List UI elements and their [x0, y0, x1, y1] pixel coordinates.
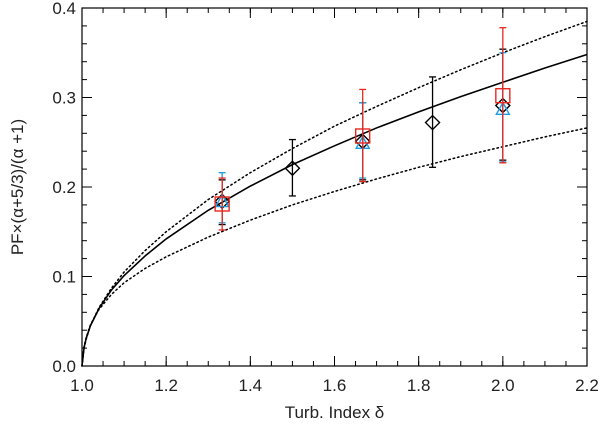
x-tick-label: 2.2 — [575, 376, 599, 395]
y-tick-label: 0.1 — [52, 268, 76, 287]
y-axis-title: PF×(α+5/3)/(α +1) — [8, 119, 27, 255]
y-tick-label: 0.3 — [52, 89, 76, 108]
x-tick-label: 2.0 — [491, 376, 515, 395]
model-curve-dotted — [81, 20, 588, 367]
y-tick-label: 0.4 — [52, 0, 76, 18]
diamond-marker — [424, 114, 441, 131]
model-curve-solid — [81, 53, 588, 367]
x-tick-label: 1.0 — [70, 376, 94, 395]
x-tick-label: 1.2 — [154, 376, 178, 395]
x-tick-label: 1.6 — [323, 376, 347, 395]
ticks-layer: 1.0 1.2 1.4 1.6 1.8 2.0 2.2 0.0 0.1 0.2 0.3 0.4 — [52, 0, 598, 395]
square-marker — [495, 88, 511, 104]
square-marker — [354, 128, 371, 144]
points-layer — [214, 27, 511, 231]
y-tick-label: 0.0 — [52, 357, 76, 376]
diamond-marker — [284, 160, 301, 177]
x-tick-label: 1.4 — [239, 376, 263, 395]
plot-frame — [81, 7, 588, 367]
x-axis-title: Turb. Index δ — [285, 403, 385, 422]
x-tick-label: 1.8 — [407, 376, 431, 395]
model-curve-dotted — [81, 127, 588, 367]
square-marker — [214, 196, 230, 212]
y-tick-label: 0.2 — [52, 178, 76, 197]
curves-layer — [81, 20, 588, 367]
